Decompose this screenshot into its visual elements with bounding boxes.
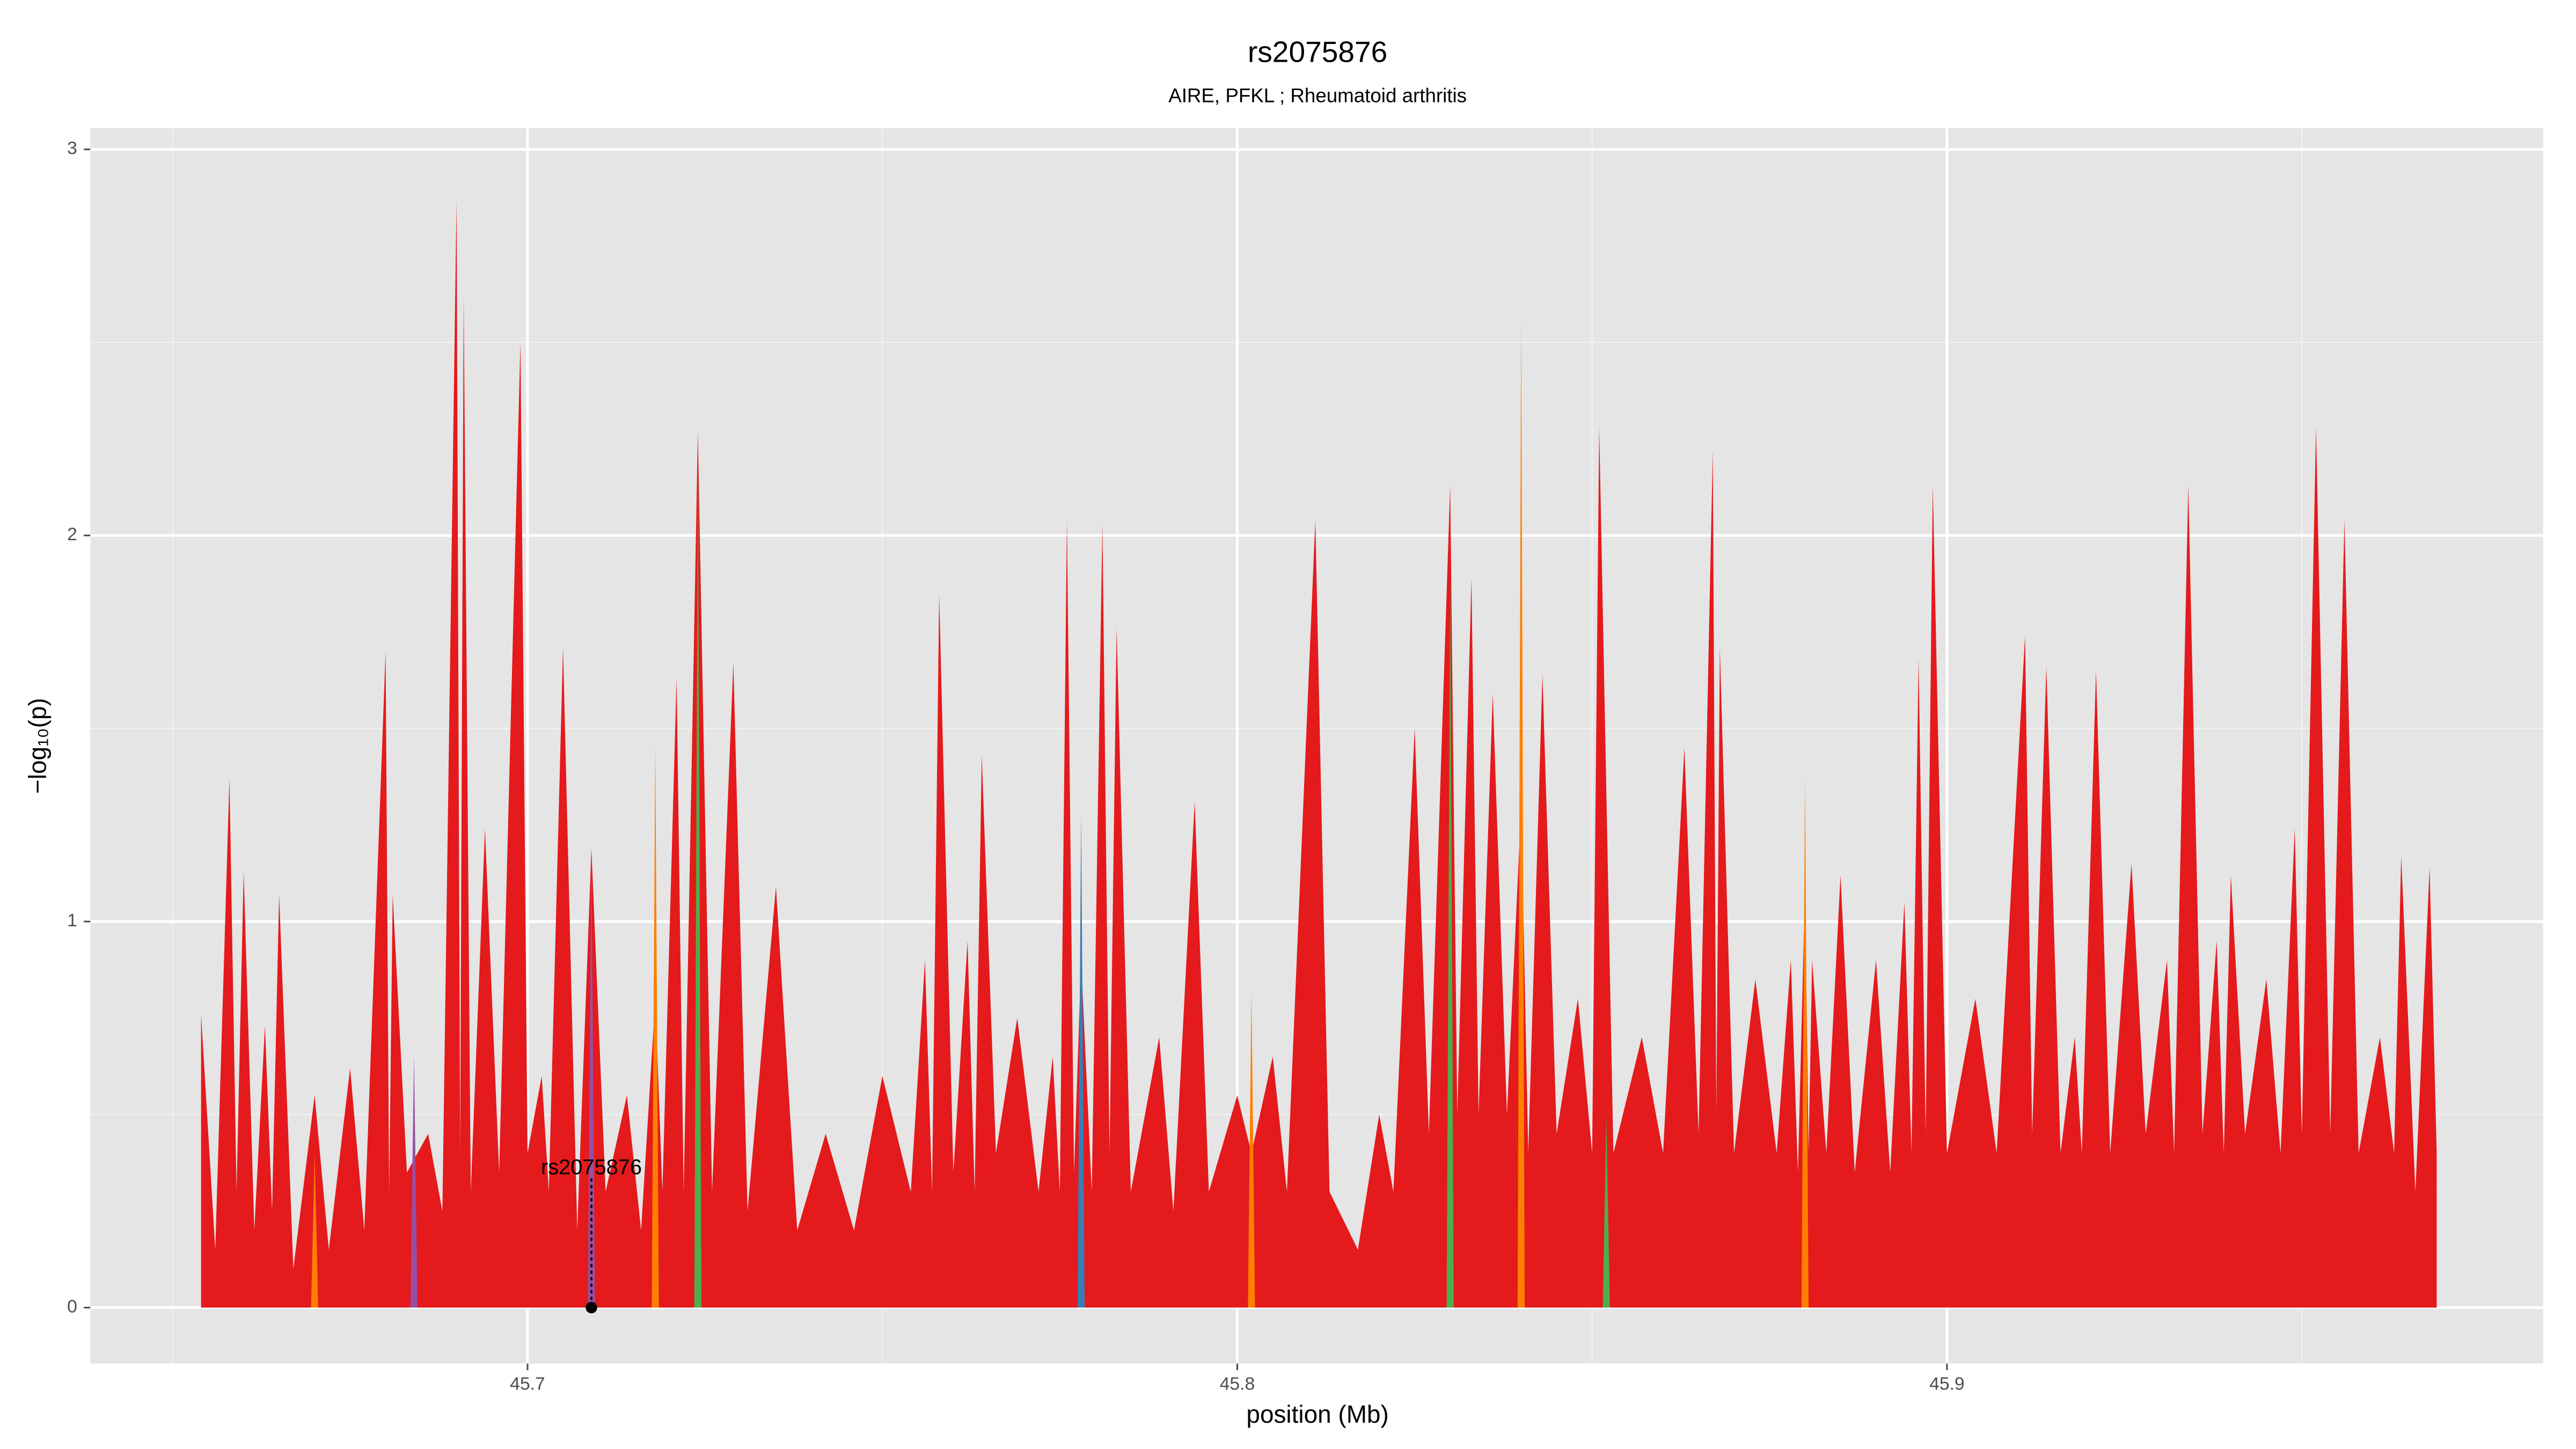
x-axis-label: position (Mb) — [1246, 1400, 1388, 1428]
x-tick-label: 45.9 — [1929, 1374, 1965, 1394]
y-tick-label: 2 — [67, 525, 77, 545]
y-tick-label: 0 — [67, 1297, 77, 1316]
chart-subtitle: AIRE, PFKL ; Rheumatoid arthritis — [1168, 84, 1467, 106]
y-tick-label: 1 — [67, 911, 77, 931]
area — [201, 199, 2437, 1308]
chart-title: rs2075876 — [1248, 35, 1387, 69]
snp-point — [586, 1301, 597, 1314]
area — [1077, 813, 1085, 1308]
annotation-label: rs2075876 — [541, 1155, 642, 1179]
x-tick-label: 45.8 — [1220, 1374, 1255, 1394]
x-tick-label: 45.7 — [510, 1374, 545, 1394]
y-tick-label: 3 — [67, 138, 77, 158]
y-axis-label: −log₁₀(p) — [24, 698, 52, 794]
